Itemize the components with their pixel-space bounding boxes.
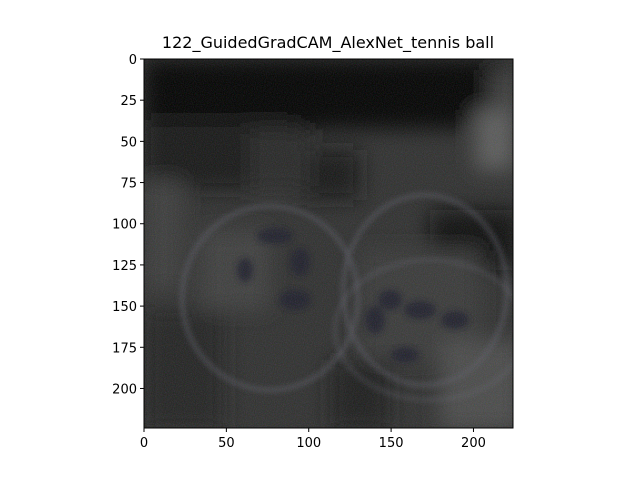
x-axis: 0 50 100 150 200	[140, 428, 486, 451]
y-tick-label: 0	[129, 53, 137, 68]
guided-gradcam-image	[144, 59, 513, 428]
x-tick-label: 150	[379, 436, 404, 451]
y-tick-label: 175	[112, 341, 137, 356]
x-tick-label: 200	[461, 436, 486, 451]
y-tick-label: 200	[112, 382, 137, 397]
axes-frame	[143, 58, 514, 429]
figure-title: 122_GuidedGradCAM_AlexNet_tennis ball	[161, 33, 495, 52]
y-tick-label: 25	[120, 94, 137, 109]
x-tick-label: 100	[296, 436, 321, 451]
x-tick-label: 0	[140, 436, 148, 451]
y-tick-label: 125	[112, 259, 137, 274]
y-tick-label: 100	[112, 218, 137, 233]
y-tick-label: 150	[112, 300, 137, 315]
y-tick-label: 75	[120, 177, 137, 192]
x-tick-label: 50	[218, 436, 235, 451]
y-axis: 0 25 50 75 100 125 150 175 200	[112, 53, 144, 397]
y-tick-label: 50	[120, 135, 137, 150]
